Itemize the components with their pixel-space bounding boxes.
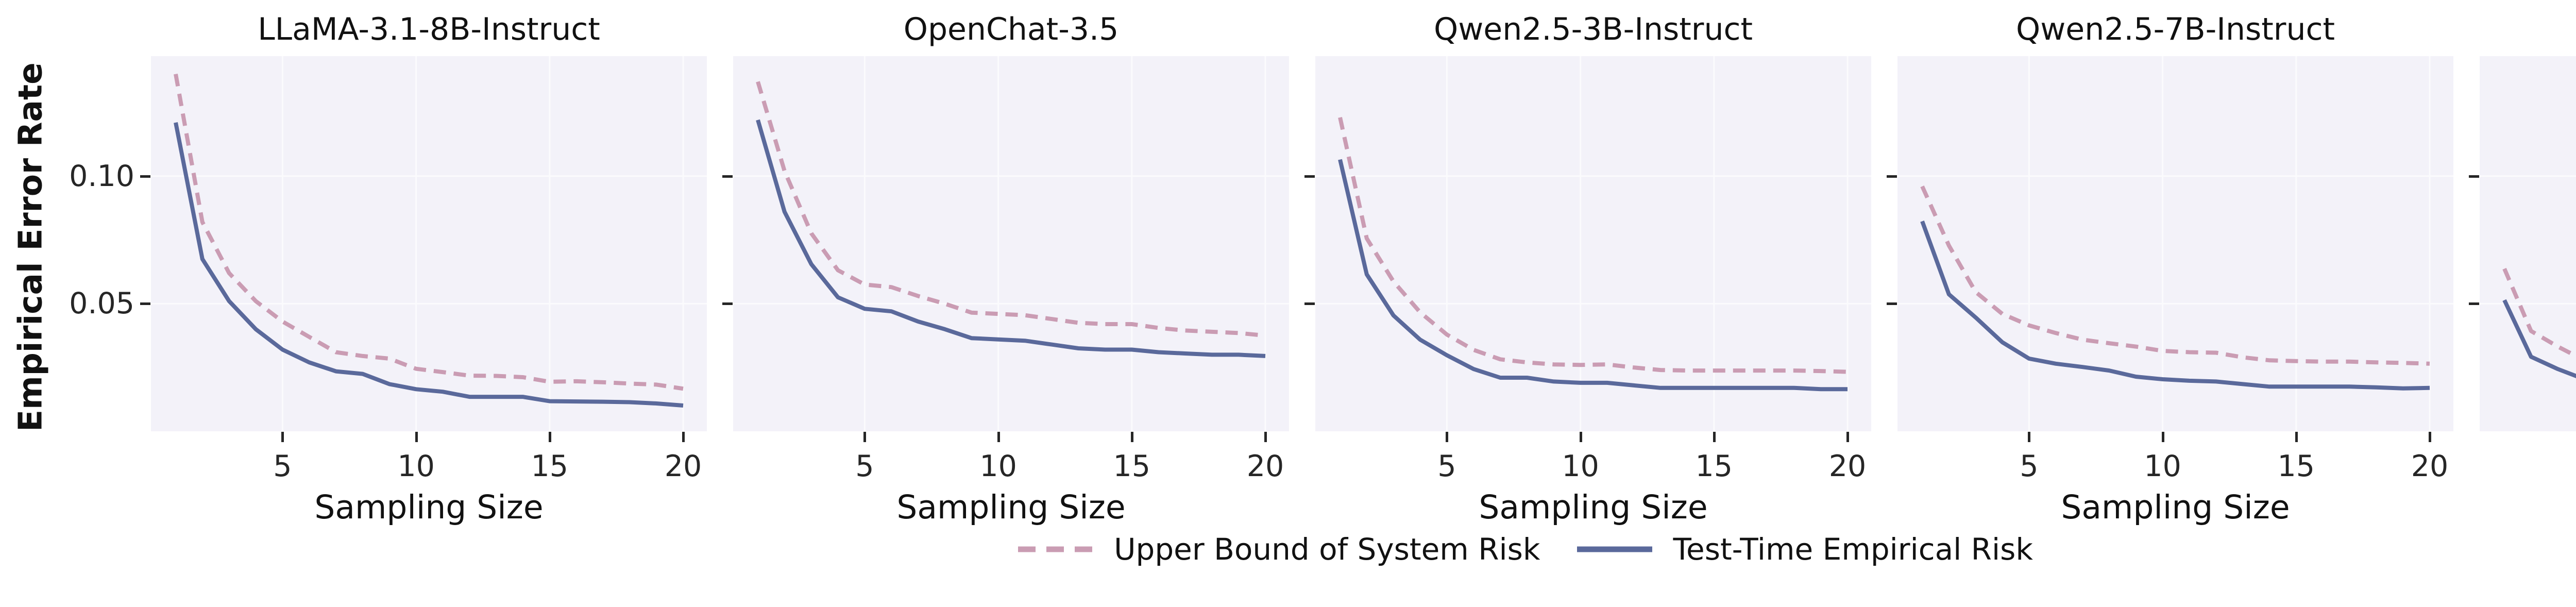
- plot-area: [151, 56, 707, 431]
- x-tick-mark: [1713, 432, 1716, 442]
- y-tick-mark: [140, 302, 150, 306]
- y-tick-label: 0.05: [69, 286, 134, 321]
- x-tick-mark: [1446, 432, 1449, 442]
- x-tick-mark: [1579, 432, 1582, 442]
- upper-bound-line: [1920, 185, 2430, 366]
- x-tick-mark: [1264, 432, 1267, 442]
- x-tick-mark: [548, 432, 551, 442]
- x-tick-label: 5: [855, 449, 874, 483]
- x-tick-mark: [2161, 432, 2164, 442]
- x-tick-label: 5: [2020, 449, 2039, 483]
- subplot-title: Qwen2.5-14B-Instruct: [2480, 11, 2576, 47]
- x-axis-label: Sampling Size: [2480, 488, 2576, 526]
- legend-label: Test-Time Empirical Risk: [1673, 532, 2033, 567]
- x-tick-label: 15: [2277, 449, 2315, 483]
- legend-entry-upper-bound: Upper Bound of System Risk: [1017, 532, 1540, 567]
- plot-area: [1315, 56, 1871, 431]
- subplot-title: OpenChat-3.5: [903, 11, 1119, 47]
- chart-svg: [1315, 56, 1871, 431]
- x-axis-label: Sampling Size: [2061, 488, 2290, 526]
- x-tick-label: 20: [1246, 449, 1284, 483]
- empirical-risk-line: [2502, 299, 2576, 378]
- x-tick-label: 5: [273, 449, 292, 483]
- subplot-openchat-3-5: OpenChat-3.5 Sampling Size 5 10 15 20: [722, 0, 1289, 607]
- x-tick-mark: [1130, 432, 1133, 442]
- x-tick-label: 20: [2411, 449, 2449, 483]
- x-tick-mark: [415, 432, 418, 442]
- y-tick-mark: [1887, 175, 1897, 178]
- legend-entry-empirical-risk: Test-Time Empirical Risk: [1576, 532, 2033, 567]
- empirical-risk-line: [756, 119, 1266, 358]
- y-tick-mark: [2469, 302, 2479, 306]
- y-tick-mark: [1887, 302, 1897, 306]
- upper-bound-line: [174, 73, 684, 391]
- y-tick-mark: [722, 175, 733, 178]
- dashed-line-swatch-icon: [1018, 546, 1094, 552]
- plot-area: [1897, 56, 2453, 431]
- chart-svg: [1897, 56, 2453, 431]
- subplot-qwen2-5-14b: Qwen2.5-14B-Instruct Sampling Size 51015…: [2469, 0, 2576, 607]
- plot-area: [733, 56, 1289, 431]
- x-axis-label: Sampling Size: [1479, 488, 1708, 526]
- y-tick-mark: [140, 175, 150, 178]
- x-tick-label: 15: [1113, 449, 1151, 483]
- x-axis-label: Sampling Size: [314, 488, 544, 526]
- empirical-risk-line: [174, 122, 684, 408]
- upper-bound-line: [756, 81, 1266, 338]
- subplot-title: Qwen2.5-7B-Instruct: [2015, 11, 2335, 47]
- empirical-risk-line: [1338, 159, 1848, 392]
- x-tick-mark: [2028, 432, 2031, 442]
- x-axis-label: Sampling Size: [896, 488, 1126, 526]
- x-tick-label: 10: [2144, 449, 2181, 483]
- y-tick-mark: [1304, 302, 1315, 306]
- x-tick-label: 5: [1437, 449, 1456, 483]
- chart-svg: [151, 56, 707, 431]
- y-tick-mark: [722, 302, 733, 306]
- x-tick-label: 10: [397, 449, 435, 483]
- x-tick-mark: [682, 432, 685, 442]
- y-tick-mark: [2469, 175, 2479, 178]
- legend-label: Upper Bound of System Risk: [1114, 532, 1540, 567]
- subplot-title: Qwen2.5-3B-Instruct: [1433, 11, 1753, 47]
- x-tick-mark: [2429, 432, 2431, 442]
- x-tick-label: 20: [664, 449, 702, 483]
- y-axis-label: Empirical Error Rate: [11, 62, 49, 432]
- subplot-qwen2-5-3b: Qwen2.5-3B-Instruct Sampling Size 5 10 15 2…: [1304, 0, 1871, 607]
- plot-area: [2480, 56, 2576, 431]
- x-tick-mark: [1846, 432, 1849, 442]
- legend: Upper Bound of System Risk Test-Time Emp…: [0, 532, 2576, 567]
- x-tick-label: 15: [531, 449, 569, 483]
- x-tick-label: 15: [1695, 449, 1733, 483]
- subplot-llama-3-1-8b: LLaMA-3.1-8B-Instruct Sampling Size 0.05…: [69, 0, 707, 607]
- y-tick-mark: [1304, 175, 1315, 178]
- x-tick-label: 10: [979, 449, 1017, 483]
- x-tick-label: 20: [1828, 449, 1867, 483]
- x-tick-mark: [2295, 432, 2298, 442]
- subplot-title: LLaMA-3.1-8B-Instruct: [258, 11, 600, 47]
- chart-svg: [2480, 175, 2576, 378]
- x-tick-mark: [863, 432, 867, 442]
- x-tick-label: 10: [1562, 449, 1599, 483]
- subplot-qwen2-5-7b: Qwen2.5-7B-Instruct Sampling Size 5 10 15 2…: [1887, 0, 2453, 607]
- solid-line-swatch-icon: [1577, 546, 1653, 552]
- chart-svg: [733, 56, 1289, 431]
- empirical-risk-line: [1920, 221, 2430, 391]
- y-tick-label: 0.10: [69, 159, 134, 193]
- x-tick-mark: [281, 432, 284, 442]
- upper-bound-line: [1338, 117, 1848, 374]
- x-tick-mark: [997, 432, 1000, 442]
